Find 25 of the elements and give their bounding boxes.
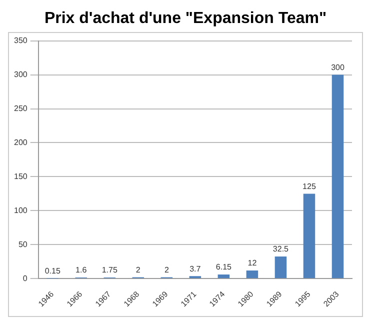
bar (218, 274, 230, 278)
y-tick-label: 50 (18, 240, 28, 249)
data-label: 125 (302, 182, 316, 191)
y-tick-label: 200 (14, 138, 28, 147)
data-label: 1.6 (76, 266, 88, 275)
y-tick-label: 100 (14, 206, 28, 215)
data-label: 300 (331, 62, 345, 72)
data-label: 1.75 (102, 266, 118, 275)
data-label: 32.5 (272, 244, 290, 254)
data-label: 2 (136, 265, 141, 274)
y-tick-label: 250 (14, 104, 28, 113)
chart-title: Prix d'achat d'une "Expansion Team" (43, 9, 328, 29)
y-tick-label: 350 (14, 36, 28, 46)
data-label: 3.7 (190, 264, 202, 274)
data-label: 12 (248, 258, 258, 268)
bar (246, 270, 258, 278)
data-label: 6.15 (216, 262, 232, 272)
data-label: 2 (164, 265, 170, 274)
y-tick-label: 0 (22, 274, 28, 283)
bar (332, 74, 344, 278)
y-tick-label: 150 (14, 172, 28, 181)
y-tick-label: 300 (14, 70, 28, 79)
bar (303, 194, 316, 278)
bar (274, 256, 287, 278)
data-label: 0.15 (44, 266, 61, 276)
